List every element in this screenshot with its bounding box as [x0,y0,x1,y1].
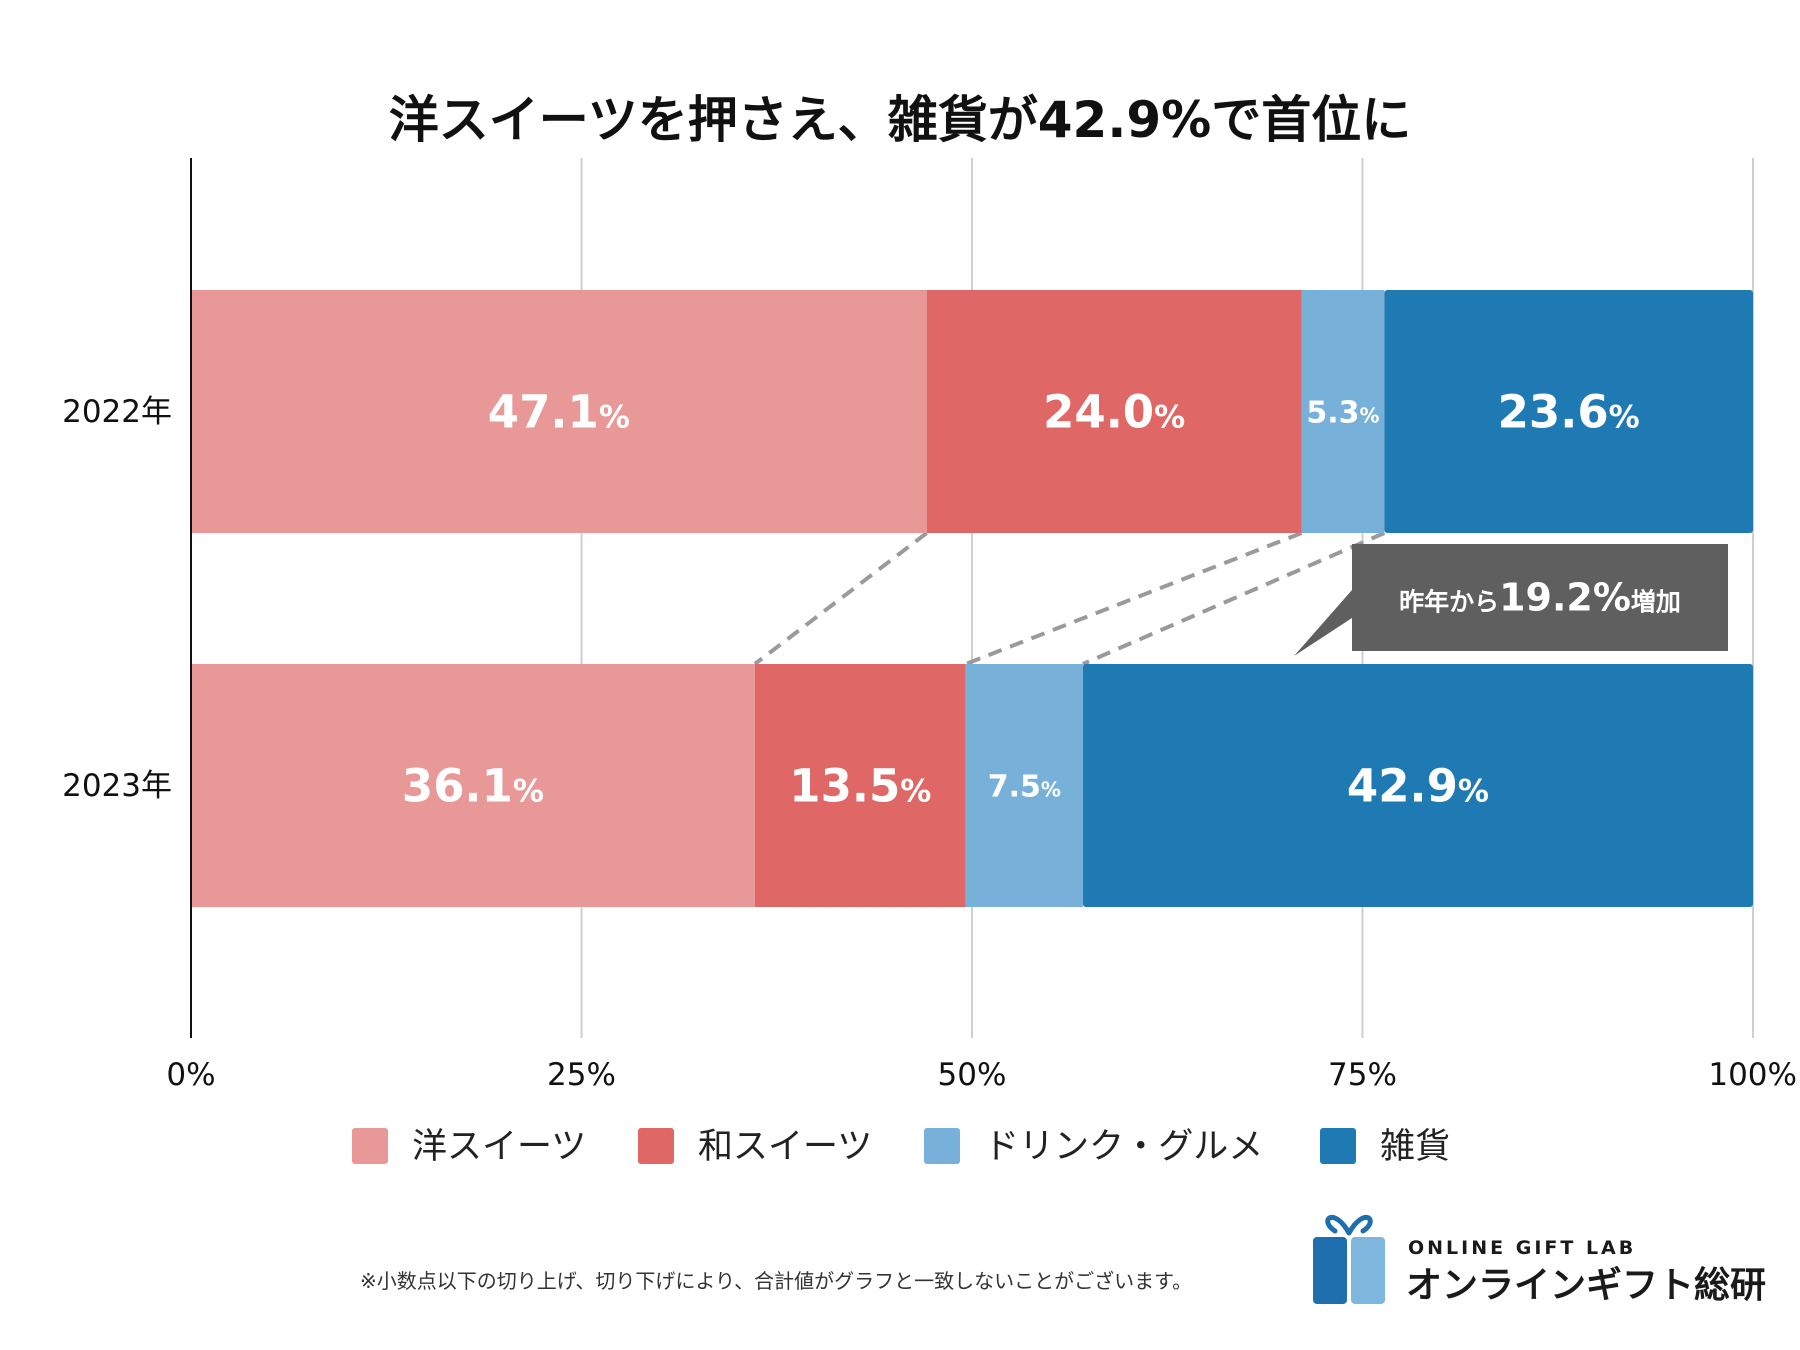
bar-value-label: 47.1% [488,386,630,439]
bar-value-label: 23.6% [1498,386,1640,439]
annotation-callout: 昨年から19.2%増加 [1294,544,1728,656]
legend-label: 雑貨 [1380,1127,1450,1167]
legend-swatch [352,1128,388,1164]
chart-title: 洋スイーツを押さえ、雑貨が42.9%で首位に [389,91,1411,149]
y-category-label: 2022年 [62,394,172,430]
legend-swatch [1320,1128,1356,1164]
footnote: ※小数点以下の切り上げ、切り下げにより、合計値がグラフと一致しないことがございま… [360,1269,1192,1293]
legend-item: 和スイーツ [638,1127,872,1167]
connector-line [1082,531,1386,666]
bar-value-label: 42.9% [1347,760,1489,813]
x-axis-ticks: 0% 25% 50% 75% 100% [166,1057,1797,1093]
x-tick-label: 0% [166,1057,215,1093]
legend-swatch [638,1128,674,1164]
legend-swatch [924,1128,960,1164]
bar-value-label: 36.1% [402,760,544,813]
gift-box-icon [1313,1214,1385,1304]
x-tick-label: 100% [1708,1057,1797,1093]
bar-value-label: 24.0% [1043,386,1185,439]
legend-label: ドリンク・グルメ [984,1127,1263,1167]
callout-box [1294,544,1728,656]
legend-item: ドリンク・グルメ [924,1127,1263,1167]
callout-text: 昨年から19.2%増加 [1399,576,1681,620]
y-axis-categories: 2022年 2023年 [62,394,172,804]
brand-name-en: ONLINE GIFT LAB [1408,1237,1636,1259]
x-tick-label: 75% [1328,1057,1397,1093]
bar-segment [1384,290,1753,533]
bar-segment [1301,290,1385,533]
y-category-label: 2023年 [62,768,172,804]
bar-segment [754,664,966,907]
legend-label: 和スイーツ [698,1127,872,1167]
connector-line [965,531,1303,666]
bar-segment [965,664,1083,907]
legend-label: 洋スイーツ [412,1127,586,1167]
bar-value-label: 13.5% [789,760,931,813]
bar-segment [191,290,927,533]
connector-line [753,531,928,666]
bar-segment [926,290,1302,533]
bars: 47.1% 24.0% 5.3% 23.6% 36.1% 13.5% 7.5% 42.9% [191,290,1753,907]
x-tick-label: 25% [547,1057,616,1093]
bar-value-label: 7.5% [988,769,1061,804]
legend-item: 雑貨 [1320,1127,1450,1167]
connector-lines [753,531,1386,666]
brand-logo: ONLINE GIFT LAB オンラインギフト総研 [1313,1214,1766,1306]
x-tick-label: 50% [938,1057,1007,1093]
bar-segment [191,664,755,907]
bar-segment [1082,664,1753,907]
legend: 洋スイーツ 和スイーツ ドリンク・グルメ 雑貨 [352,1127,1450,1167]
legend-item: 洋スイーツ [352,1127,586,1167]
brand-name-jp: オンラインギフト総研 [1406,1265,1766,1306]
bar-value-label: 5.3% [1306,395,1379,430]
